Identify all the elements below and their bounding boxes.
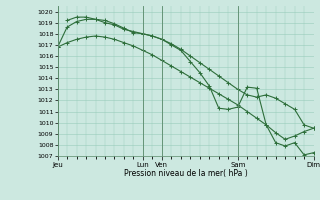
X-axis label: Pression niveau de la mer( hPa ): Pression niveau de la mer( hPa ) bbox=[124, 169, 247, 178]
